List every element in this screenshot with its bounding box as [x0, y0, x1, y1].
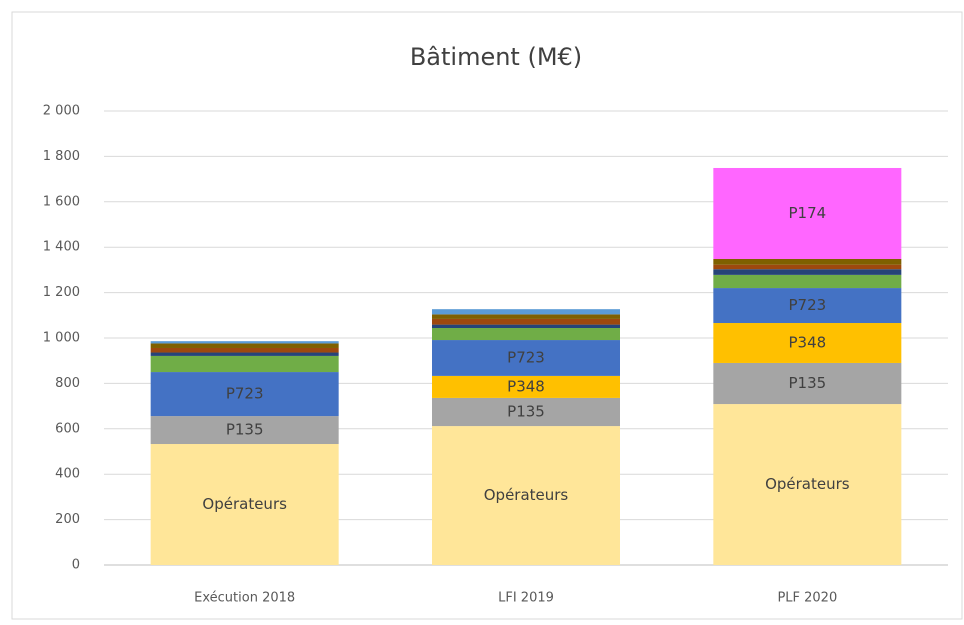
segment-label: P135 [507, 403, 545, 421]
bar-segment [432, 397, 620, 427]
bar-segment [432, 340, 620, 376]
bar-segment [713, 404, 902, 565]
y-tick-label: 600 [55, 421, 80, 436]
segment-label: Opérateurs [484, 486, 569, 504]
bar-segment [713, 288, 902, 324]
y-tick-label: 0 [72, 558, 80, 573]
y-tick-label: 1 400 [43, 240, 80, 255]
bar-segment [713, 362, 902, 405]
segment-label: P174 [788, 204, 826, 222]
y-tick-label: 800 [55, 376, 80, 391]
bar-segment [432, 324, 620, 329]
bar-segment [150, 341, 339, 344]
x-tick-label: Exécution 2018 [194, 591, 295, 606]
bar-segment [150, 355, 339, 373]
bar-segment [432, 375, 620, 398]
segment-label: P135 [788, 374, 826, 392]
y-tick-label: 2 000 [43, 104, 80, 119]
segment-label: Opérateurs [202, 495, 287, 513]
segment-label: P348 [788, 333, 826, 351]
bar-segment [432, 314, 620, 319]
bar-segment [713, 264, 902, 270]
segment-label: P723 [788, 296, 826, 314]
y-tick-label: 1 200 [43, 285, 80, 300]
x-tick-label: LFI 2019 [498, 591, 554, 606]
y-tick-label: 400 [55, 467, 80, 482]
bar-segment [432, 328, 620, 341]
segment-label: Opérateurs [765, 475, 850, 493]
bar-segment [713, 274, 902, 289]
bar-segment [150, 444, 339, 565]
y-tick-label: 1 000 [43, 331, 80, 346]
segment-label: P723 [226, 385, 264, 403]
bar-segment [713, 269, 902, 275]
segment-label: P348 [507, 377, 545, 395]
x-tick-label: PLF 2020 [777, 591, 837, 606]
y-tick-label: 200 [55, 512, 80, 527]
y-tick-label: 1 600 [43, 194, 80, 209]
segment-label: P135 [226, 421, 264, 439]
bar-segment [150, 347, 339, 353]
bar-segment [150, 372, 339, 417]
y-tick-label: 1 800 [43, 149, 80, 164]
bar-segment [150, 343, 339, 348]
bar-segment [713, 323, 902, 363]
chart-title: Bâtiment (M€) [410, 43, 582, 71]
bar-segment [432, 309, 620, 315]
bar-segment [713, 259, 902, 265]
bar-segment [713, 167, 902, 260]
segment-label: P723 [507, 348, 545, 366]
bar-segment [432, 318, 620, 325]
bar-segment [150, 352, 339, 356]
bar-segment [432, 426, 620, 565]
bar-segment [150, 416, 339, 445]
